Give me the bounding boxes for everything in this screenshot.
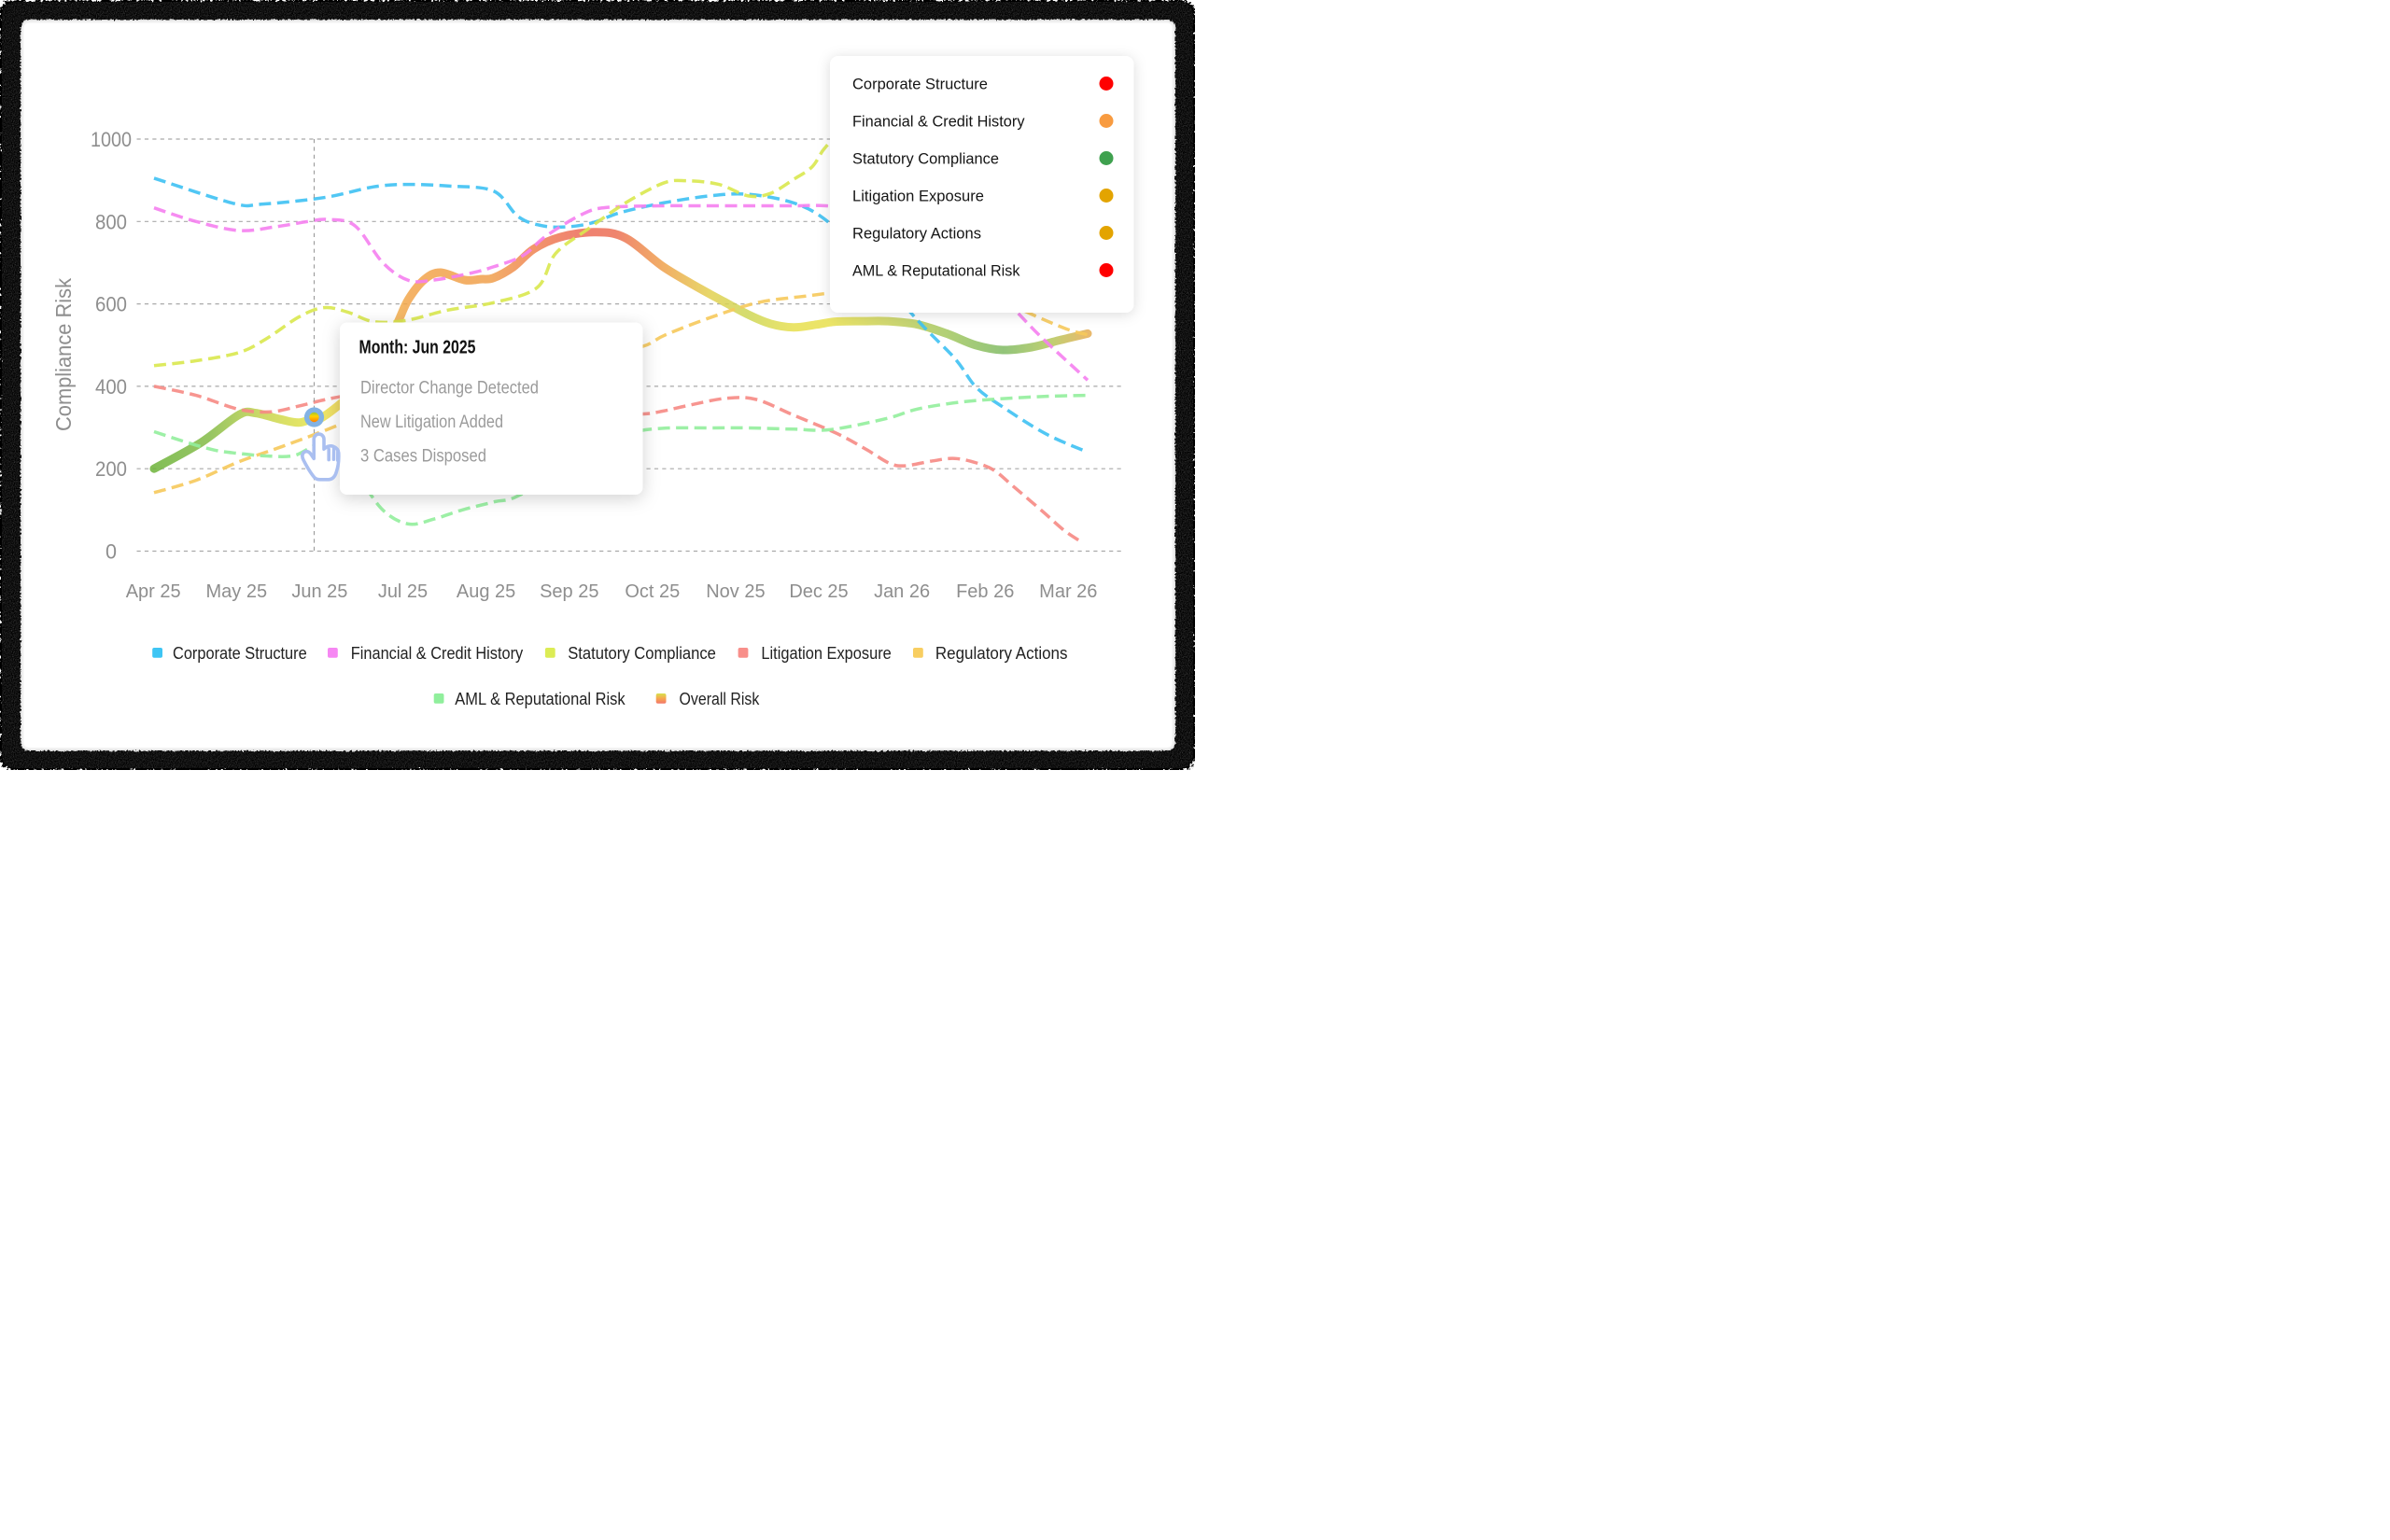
svg-text:Statutory Compliance: Statutory Compliance (568, 644, 716, 663)
svg-text:Month: Jun 2025: Month: Jun 2025 (359, 337, 476, 358)
svg-text:400: 400 (95, 375, 127, 399)
svg-text:Statutory Compliance: Statutory Compliance (852, 150, 999, 168)
svg-text:May 25: May 25 (206, 581, 268, 602)
svg-text:800: 800 (95, 210, 127, 233)
svg-text:0: 0 (105, 540, 117, 564)
svg-text:3 Cases Disposed: 3 Cases Disposed (360, 447, 486, 467)
svg-text:Feb 26: Feb 26 (956, 581, 1014, 602)
svg-text:Corporate Structure: Corporate Structure (173, 644, 307, 663)
svg-text:Apr 25: Apr 25 (126, 581, 181, 602)
svg-text:Overall Risk: Overall Risk (680, 690, 761, 708)
svg-text:Litigation Exposure: Litigation Exposure (852, 188, 984, 205)
svg-text:Regulatory Actions: Regulatory Actions (935, 644, 1068, 663)
svg-text:AML & Reputational Risk: AML & Reputational Risk (852, 262, 1020, 280)
svg-text:200: 200 (95, 457, 127, 481)
svg-text:Litigation Exposure: Litigation Exposure (761, 644, 891, 663)
svg-text:Oct 25: Oct 25 (625, 581, 680, 602)
svg-text:Corporate Structure: Corporate Structure (852, 76, 988, 93)
svg-text:Sep 25: Sep 25 (540, 581, 598, 602)
svg-text:1000: 1000 (91, 128, 132, 151)
svg-text:Jul 25: Jul 25 (378, 581, 428, 602)
svg-text:Aug 25: Aug 25 (457, 581, 515, 602)
svg-text:Jan 26: Jan 26 (874, 581, 930, 602)
svg-text:Compliance Risk: Compliance Risk (51, 278, 76, 431)
svg-text:Director Change Detected: Director Change Detected (360, 379, 539, 399)
svg-text:Financial & Credit History: Financial & Credit History (351, 644, 523, 663)
svg-text:AML & Reputational Risk: AML & Reputational Risk (455, 690, 626, 708)
svg-text:Regulatory Actions: Regulatory Actions (852, 225, 981, 243)
svg-text:Financial & Credit History: Financial & Credit History (852, 113, 1025, 131)
svg-text:600: 600 (95, 293, 127, 316)
svg-text:Mar 26: Mar 26 (1039, 581, 1097, 602)
svg-text:Jun 25: Jun 25 (291, 581, 347, 602)
svg-text:Nov 25: Nov 25 (706, 581, 765, 602)
svg-text:Dec 25: Dec 25 (789, 581, 848, 602)
svg-text:New Litigation Added: New Litigation Added (360, 413, 503, 432)
